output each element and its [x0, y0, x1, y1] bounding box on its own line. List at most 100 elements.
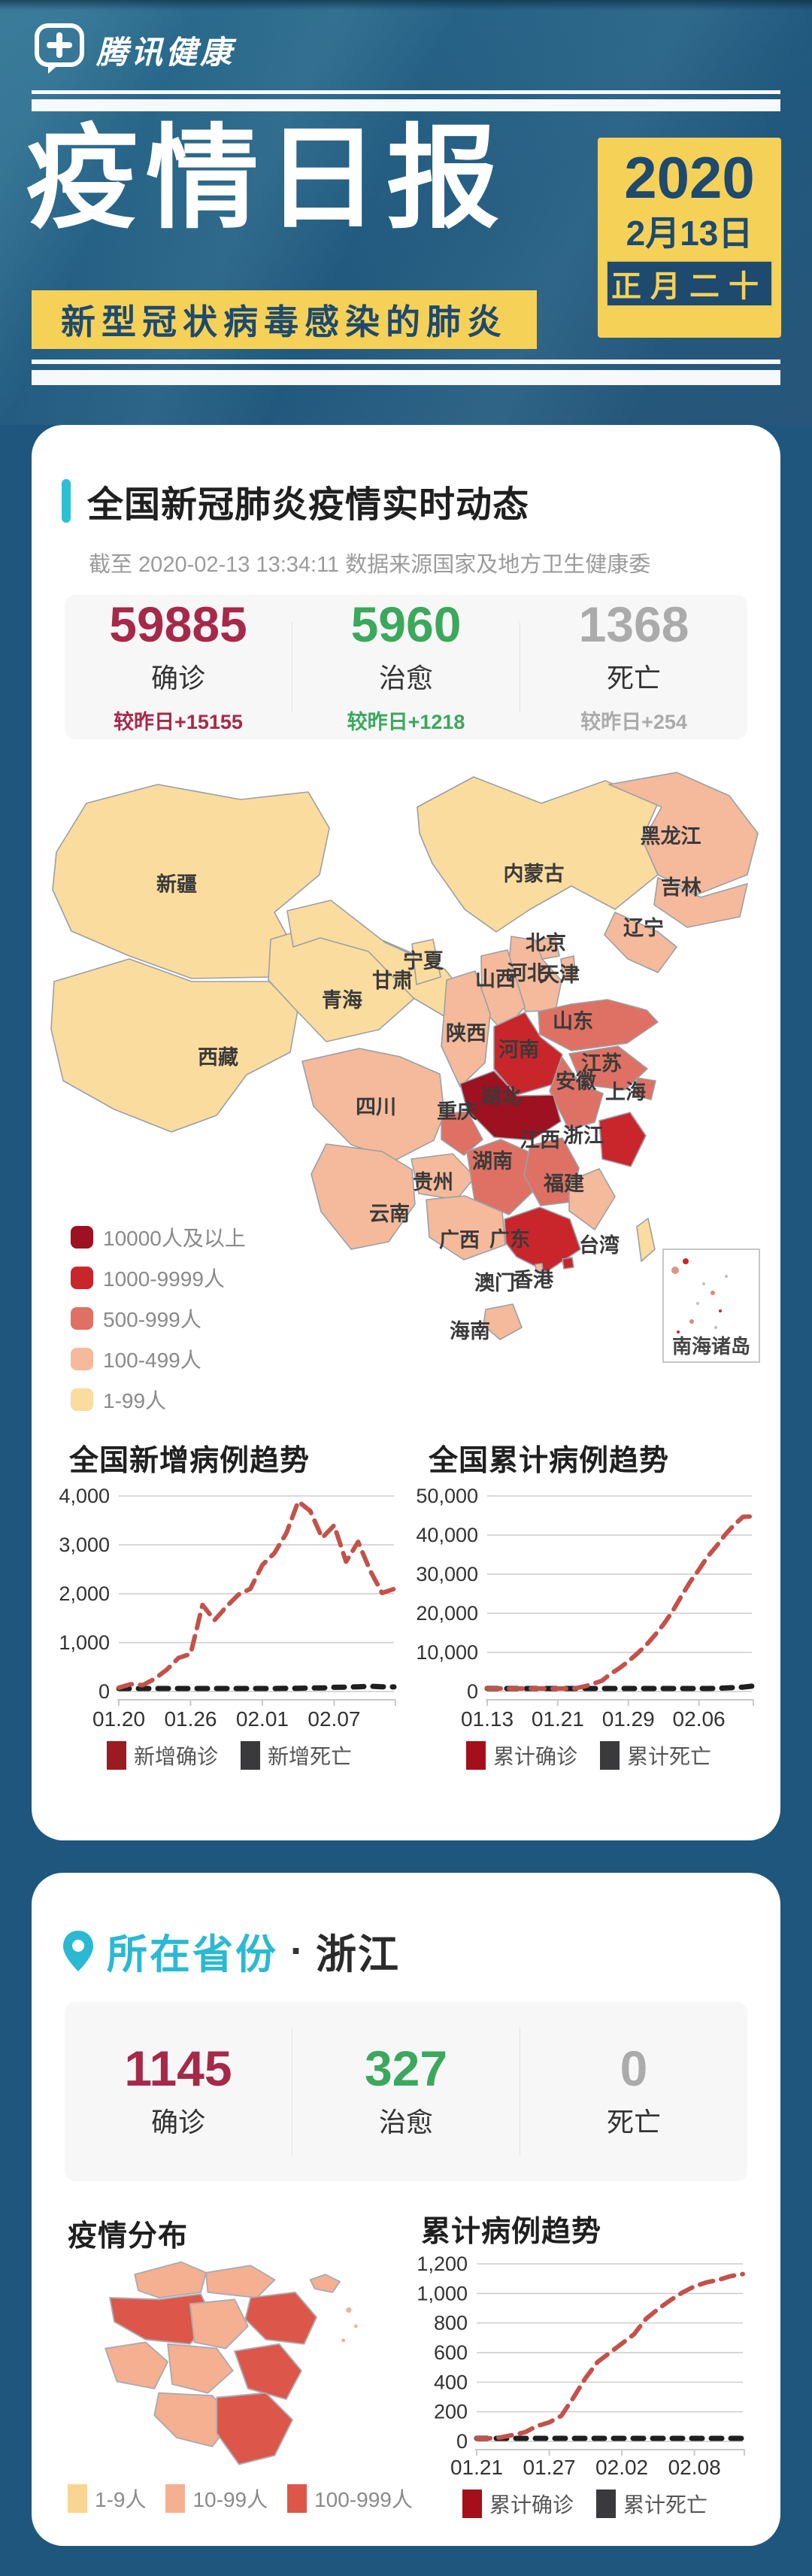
- legend-label: 1-9人: [95, 2488, 147, 2511]
- dead-value: 0: [620, 2040, 648, 2096]
- location-pin-icon: [63, 1930, 93, 1971]
- province-label: 辽宁: [623, 916, 664, 939]
- province-label: 山西: [475, 968, 516, 991]
- national-section-header: 全国新冠肺炎疫情实时动态: [62, 475, 529, 527]
- province-宁夏: [411, 939, 441, 985]
- legend-label: 新增死亡: [268, 1745, 353, 1768]
- legend-row: 10000人及以上: [71, 1222, 246, 1252]
- svg-text:30,000: 30,000: [416, 1563, 478, 1585]
- national-card: 全国新冠肺炎疫情实时动态 截至 2020-02-13 13:34:11 数据来源…: [32, 425, 780, 1840]
- page-title: 疫情日报: [26, 115, 508, 241]
- province-浙江: [598, 1112, 647, 1167]
- confirmed-label: 确诊: [150, 2107, 205, 2138]
- svg-text:01.27: 01.27: [523, 2456, 576, 2479]
- legend-item: 累计死亡: [596, 2489, 707, 2519]
- city-cell: [216, 2392, 293, 2465]
- province-label: 四川: [356, 1096, 396, 1118]
- province-label: 江苏: [581, 1052, 622, 1075]
- province-label: 湖北: [480, 1085, 521, 1108]
- province-云南: [311, 1143, 416, 1250]
- legend-item: 1-9人: [68, 2483, 146, 2514]
- city-cell: [105, 2341, 169, 2389]
- province-label: 上海: [605, 1081, 646, 1103]
- legend-item: 累计死亡: [600, 1740, 711, 1770]
- legend-item: 10-99人: [165, 2483, 268, 2514]
- svg-text:0: 0: [98, 1680, 110, 1703]
- legend-row: 1-99人: [71, 1385, 246, 1415]
- svg-text:50,000: 50,000: [416, 1485, 478, 1507]
- legend-swatch: [165, 2484, 186, 2513]
- legend-swatch: [287, 2484, 308, 2513]
- line-chart: 0 1,000 2,000 3,000 4,000 01.20 01.26 02.01 02.0…: [53, 1484, 406, 1736]
- confirmed-value: 59885: [109, 596, 247, 652]
- province-label: 福建: [543, 1173, 584, 1195]
- province-label: 吉林: [661, 876, 701, 899]
- province-黑龙江: [608, 772, 759, 895]
- svg-text:40,000: 40,000: [416, 1524, 478, 1546]
- province-label: 湖南: [472, 1150, 513, 1173]
- national-cumulative-chart: 全国累计病例趋势 0 10,000 20,000 30,000 40,000 50,000…: [412, 1437, 765, 1770]
- stat-dead: 0 死亡: [520, 2044, 747, 2140]
- province-label: 青海: [322, 989, 362, 1012]
- province-福建: [568, 1168, 616, 1230]
- dead-label: 死亡: [606, 2107, 661, 2138]
- province-cumulative-chart: 累计病例趋势 0 200 400 600 800 1,000 1,200 01.21 01.27…: [404, 2208, 765, 2519]
- city-cell: [167, 2343, 234, 2394]
- province-label: 浙江: [563, 1124, 604, 1147]
- legend-label: 累计死亡: [627, 1745, 712, 1768]
- province-label: 河北: [507, 962, 547, 985]
- separator-dot: ·: [290, 1928, 304, 1974]
- legend-label: 累计确诊: [492, 1745, 577, 1768]
- svg-text:10,000: 10,000: [416, 1641, 478, 1664]
- banner: 腾讯健康 疫情日报 2020 2月13日 正月二十 新型冠状病毒感染的肺炎: [0, 0, 812, 425]
- legend-label: 100-999人: [314, 2488, 413, 2511]
- legend-label: 10-99人: [192, 2488, 268, 2511]
- province-label: 北京: [526, 931, 566, 954]
- legend-label: 1-99人: [103, 1389, 167, 1412]
- date-year: 2020: [624, 144, 755, 211]
- province-澳门: [535, 1263, 544, 1273]
- line-chart: 0 10,000 20,000 30,000 40,000 50,000 01.13 01.2…: [412, 1484, 765, 1736]
- svg-text:02.07: 02.07: [308, 1707, 360, 1731]
- legend-label: 500-999人: [103, 1308, 201, 1331]
- province-label: 西藏: [198, 1046, 238, 1069]
- line-chart: 0 200 400 600 800 1,000 1,200 01.21 01.27 02.02 02…: [404, 2253, 765, 2484]
- svg-text:800: 800: [434, 2312, 468, 2335]
- legend-swatch: [71, 1307, 93, 1330]
- zhejiang-choropleth-map: [92, 2255, 377, 2480]
- province-湖南: [466, 1139, 533, 1215]
- chart-legend: 累计确诊 累计死亡: [412, 1740, 765, 1770]
- province-label: 贵州: [413, 1171, 453, 1194]
- dead-value: 1368: [578, 596, 689, 652]
- svg-text:1,000: 1,000: [417, 2282, 468, 2304]
- province-label: 海南: [450, 1320, 490, 1343]
- province-label: 香港: [513, 1269, 554, 1291]
- dead-delta: 较昨日+254: [580, 711, 687, 733]
- stat-cured: 327 治愈: [292, 2044, 520, 2140]
- city-cell: [244, 2291, 317, 2345]
- city-cell: [205, 2265, 276, 2298]
- province-辽宁: [604, 912, 677, 973]
- cured-label: 治愈: [378, 663, 433, 693]
- province-香港: [562, 1257, 574, 1270]
- province-label: 山东: [553, 1009, 593, 1033]
- province-内蒙古: [417, 776, 659, 933]
- province-重庆: [441, 1111, 483, 1156]
- south-sea-inset: 南海诸岛: [662, 1249, 760, 1363]
- legend-swatch: [71, 1267, 93, 1289]
- chart-title: 累计病例趋势: [421, 2216, 602, 2248]
- accent-bar: [62, 479, 71, 523]
- date-box: 2020 2月13日 正月二十: [598, 138, 781, 338]
- province-上海: [635, 1077, 656, 1100]
- divider-line: [32, 90, 780, 94]
- province-label: 台湾: [579, 1233, 620, 1257]
- province-label: 重庆: [437, 1100, 477, 1123]
- date-month-day: 2月13日: [626, 214, 753, 253]
- svg-text:200: 200: [434, 2401, 468, 2423]
- province-label: 宁夏: [403, 949, 444, 972]
- svg-text:01.13: 01.13: [461, 1707, 514, 1731]
- province-label: 江西: [520, 1129, 560, 1151]
- inset-label: 南海诸岛: [672, 1335, 750, 1358]
- zhejiang-map-legend: 1-9人 10-99人 100-999人: [68, 2483, 432, 2514]
